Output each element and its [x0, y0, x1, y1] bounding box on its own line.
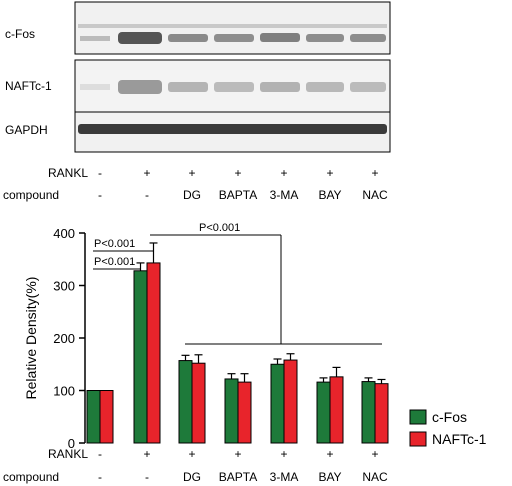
y-tick-label: 300	[53, 279, 75, 294]
legend-label-cfos: c-Fos	[432, 409, 467, 425]
compound-value: BAPTA	[219, 188, 257, 202]
band-lane-1	[80, 36, 110, 41]
compound-value: 3-MA	[270, 470, 299, 484]
band-lane-3	[168, 82, 208, 92]
band-lane-6	[306, 34, 344, 42]
rankl-value: +	[280, 166, 287, 180]
bar-naftc1	[329, 376, 344, 444]
y-tick-label: 0	[68, 436, 75, 451]
rankl-value: +	[371, 166, 378, 180]
bar-naftc1	[237, 381, 252, 444]
bar-naftc1	[283, 359, 298, 444]
legend-swatch-cfos	[409, 409, 427, 425]
bar-naftc1	[146, 262, 161, 444]
compound-value: -	[98, 470, 102, 484]
band-lane-3	[168, 34, 208, 42]
band-lane-1	[80, 84, 110, 90]
compound-value: -	[98, 188, 102, 202]
compound-value: DG	[183, 470, 201, 484]
compound-value: -	[145, 188, 149, 202]
rankl-value: +	[326, 166, 333, 180]
blot-label-cfos: c-Fos	[5, 27, 35, 41]
legend-label-naftc1: NAFTc-1	[432, 431, 487, 447]
blot-row-gapdh: GAPDH	[5, 111, 391, 153]
compound-label-bottom: compound	[3, 470, 59, 484]
bar-cfos	[133, 270, 148, 444]
rankl-value: +	[143, 447, 150, 461]
bottom-conditions: RANKL compound - + + + + + + - - DG BAPTA 3-MA BAY N…	[3, 447, 388, 484]
band-lane-5	[260, 82, 300, 92]
band-lane-2	[118, 80, 162, 94]
y-tick-label: 200	[53, 331, 75, 346]
y-axis-label: Relative Density(%)	[23, 277, 39, 400]
rankl-value: +	[280, 447, 287, 461]
rankl-label-bottom: RANKL	[48, 447, 88, 461]
significance-label: P<0.001	[94, 238, 135, 250]
bar-cfos	[361, 381, 376, 444]
compound-value: BAY	[318, 470, 341, 484]
band-upper-cfos	[78, 24, 387, 28]
y-tick-label: 100	[53, 384, 75, 399]
y-tick-label: 400	[53, 226, 75, 241]
bar-naftc1	[99, 390, 114, 444]
significance-label: P<0.001	[94, 256, 135, 268]
bar-cfos	[270, 363, 285, 444]
compound-label-top: compound	[3, 188, 59, 202]
bar-naftc1	[191, 362, 206, 444]
band-lane-5	[260, 33, 300, 42]
band-lane-7	[350, 82, 386, 92]
legend: c-Fos NAFTc-1	[409, 409, 487, 447]
bar-chart: 0 100 200 300 400 Relative Density(%) P<0.00…	[23, 222, 487, 451]
compound-value: BAPTA	[219, 470, 257, 484]
compound-value: NAC	[362, 470, 388, 484]
top-conditions: RANKL compound - + + + + + + - - DG BAPTA 3-MA BAY N…	[3, 166, 388, 202]
rankl-value: +	[188, 447, 195, 461]
rankl-value: -	[98, 447, 102, 461]
rankl-value: -	[98, 166, 102, 180]
rankl-value: +	[326, 447, 333, 461]
compound-value: DG	[183, 188, 201, 202]
rankl-value: +	[371, 447, 378, 461]
band-lane-6	[306, 82, 344, 92]
bar-cfos	[178, 360, 193, 444]
western-blot: c-Fos NAFTc-1 GAPDH	[5, 1, 391, 153]
rankl-label-top: RANKL	[48, 166, 88, 180]
significance-label: P<0.001	[199, 222, 240, 234]
band-lane-2	[118, 32, 162, 44]
rankl-value: +	[234, 447, 241, 461]
compound-value: 3-MA	[270, 188, 299, 202]
legend-swatch-naftc1	[409, 431, 427, 447]
blot-label-naftc1: NAFTc-1	[5, 79, 52, 93]
bar-naftc1	[374, 383, 389, 444]
bar-cfos	[224, 378, 239, 444]
blot-row-cfos: c-Fos	[5, 1, 391, 55]
rankl-value: +	[143, 166, 150, 180]
band-lane-4	[214, 34, 254, 42]
band-lane-4	[214, 82, 254, 92]
band-lane-7	[350, 34, 386, 42]
rankl-value: +	[188, 166, 195, 180]
bar-cfos	[316, 381, 331, 444]
compound-value: NAC	[362, 188, 388, 202]
compound-value: BAY	[318, 188, 341, 202]
compound-value: -	[145, 470, 149, 484]
blot-row-naftc1: NAFTc-1	[5, 59, 391, 117]
bar-cfos	[86, 390, 101, 444]
rankl-value: +	[234, 166, 241, 180]
blot-label-gapdh: GAPDH	[5, 123, 48, 137]
band-gapdh	[78, 124, 387, 134]
